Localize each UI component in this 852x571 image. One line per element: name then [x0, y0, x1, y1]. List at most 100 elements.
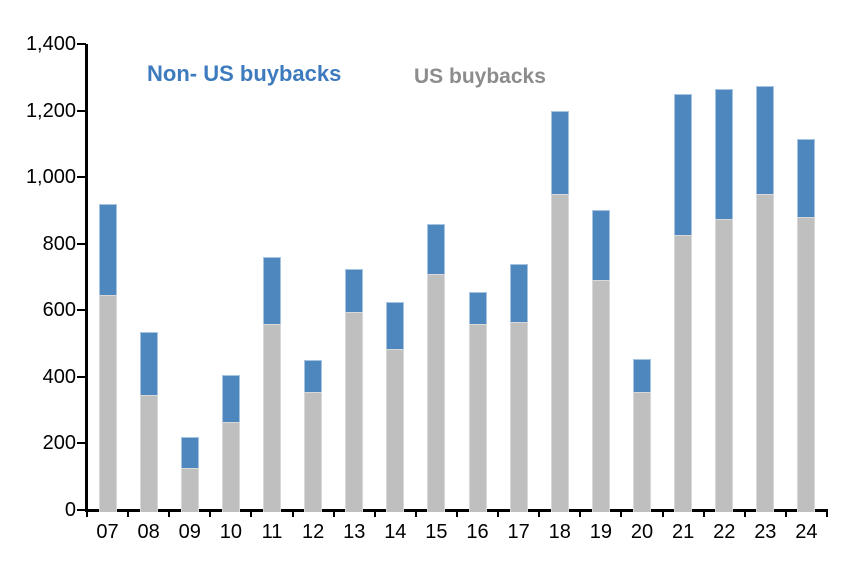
y-tick-label: 400: [42, 365, 76, 388]
x-tick-label-22: 22: [713, 521, 736, 543]
x-tick-label-19: 19: [589, 521, 612, 543]
non-us-buybacks-segment-11: [262, 257, 281, 324]
x-tick-label-11: 11: [261, 521, 283, 543]
us-buybacks-segment-12: [304, 391, 323, 512]
non-us-buybacks-segment-19: [591, 210, 610, 281]
y-tick-mark: [77, 375, 86, 378]
y-tick-mark: [77, 176, 86, 179]
us-buybacks-segment-20: [632, 391, 651, 512]
x-axis-line: [85, 509, 828, 512]
bar-11: [251, 257, 292, 512]
bar-18: [539, 110, 580, 512]
non-us-buybacks-segment-12: [304, 360, 323, 392]
non-us-buybacks-segment-07: [98, 203, 117, 296]
legend-label-non-us-buybacks: Non- US buybacks: [147, 61, 342, 86]
us-buybacks-segment-23: [756, 193, 775, 512]
non-us-buybacks-segment-18: [550, 110, 569, 194]
x-tick-mark: [168, 510, 171, 517]
bar-12: [293, 360, 334, 512]
y-tick-mark: [77, 242, 86, 245]
bar-15: [416, 223, 457, 512]
x-tick-mark: [127, 510, 130, 517]
y-tick-label: 1,200: [25, 99, 76, 122]
non-us-buybacks-segment-13: [345, 268, 364, 312]
x-tick-mark: [373, 510, 376, 517]
x-tick-label-23: 23: [754, 521, 777, 543]
y-tick-label: 1,000: [25, 166, 76, 189]
y-tick-label: 200: [42, 432, 76, 455]
bar-08: [128, 331, 169, 512]
us-buybacks-segment-09: [180, 468, 199, 512]
us-buybacks-segment-15: [427, 273, 446, 512]
non-us-buybacks-segment-22: [715, 88, 734, 219]
bar-16: [457, 292, 498, 512]
legend-label-us-buybacks: US buybacks: [414, 65, 546, 88]
x-tick-mark: [291, 510, 294, 517]
us-buybacks-segment-13: [345, 311, 364, 512]
x-tick-label-07: 07: [96, 521, 119, 543]
x-tick-mark: [497, 510, 500, 517]
bar-20: [621, 358, 662, 512]
bar-13: [334, 268, 375, 512]
x-tick-mark: [620, 510, 623, 517]
plot-area: 07 08 09 10 11 12 13 14 15 16 17 18 19 20 21 22 23 24: [77, 43, 828, 543]
us-buybacks-segment-21: [674, 235, 693, 512]
x-tick-mark: [456, 510, 458, 517]
x-tick-mark: [702, 510, 705, 517]
bar-23: [745, 85, 786, 512]
x-tick-label-16: 16: [466, 521, 489, 543]
y-tick-mark: [77, 442, 86, 445]
x-tick-mark: [209, 510, 212, 517]
us-buybacks-segment-22: [715, 218, 734, 512]
non-us-buybacks-segment-08: [139, 331, 158, 396]
bar-24: [786, 138, 827, 512]
x-tick-label-09: 09: [178, 521, 201, 543]
non-us-buybacks-segment-17: [509, 263, 528, 322]
us-buybacks-segment-10: [221, 421, 240, 512]
x-tick-label-13: 13: [343, 521, 366, 543]
y-tick-mark: [77, 309, 86, 312]
us-buybacks-segment-24: [797, 217, 816, 512]
y-axis-tick-labels: 0 200 400 600 800 1,000 1,200 1,400: [0, 0, 76, 571]
x-tick-label-15: 15: [425, 521, 448, 543]
non-us-buybacks-segment-24: [797, 138, 816, 218]
bar-07: [87, 203, 128, 512]
y-tick-mark: [77, 509, 86, 511]
x-tick-label-24: 24: [795, 521, 818, 543]
us-buybacks-segment-11: [262, 323, 281, 512]
x-tick-label-08: 08: [137, 521, 160, 543]
x-tick-label-10: 10: [219, 521, 242, 543]
x-tick-mark: [579, 510, 582, 517]
x-tick-mark: [538, 510, 541, 517]
non-us-buybacks-segment-20: [632, 358, 651, 392]
x-tick-label-14: 14: [384, 521, 407, 543]
us-buybacks-segment-18: [550, 193, 569, 512]
x-tick-mark: [743, 510, 746, 517]
us-buybacks-segment-19: [591, 280, 610, 512]
bar-09: [169, 436, 210, 512]
bar-22: [704, 88, 745, 512]
x-tick-label-12: 12: [301, 521, 325, 543]
x-tick-mark: [661, 510, 664, 517]
us-buybacks-segment-08: [139, 395, 158, 512]
us-buybacks-segment-16: [468, 323, 487, 512]
y-tick-label: 800: [42, 232, 76, 255]
non-us-buybacks-segment-16: [468, 292, 487, 324]
x-tick-mark: [414, 510, 417, 517]
bar-17: [498, 263, 539, 512]
y-tick-mark: [77, 43, 86, 45]
x-tick-mark: [86, 510, 88, 517]
x-tick-label-18: 18: [548, 521, 571, 543]
bar-21: [663, 93, 704, 512]
non-us-buybacks-segment-14: [386, 301, 405, 349]
y-tick-label: 0: [64, 499, 76, 521]
x-tick-mark: [332, 510, 335, 517]
y-tick-label: 1,400: [25, 33, 76, 55]
bar-10: [210, 375, 251, 512]
non-us-buybacks-segment-10: [221, 375, 240, 422]
bar-14: [375, 301, 416, 512]
x-tick-mark: [784, 510, 787, 517]
us-buybacks-segment-14: [386, 348, 405, 512]
non-us-buybacks-segment-21: [674, 93, 693, 236]
